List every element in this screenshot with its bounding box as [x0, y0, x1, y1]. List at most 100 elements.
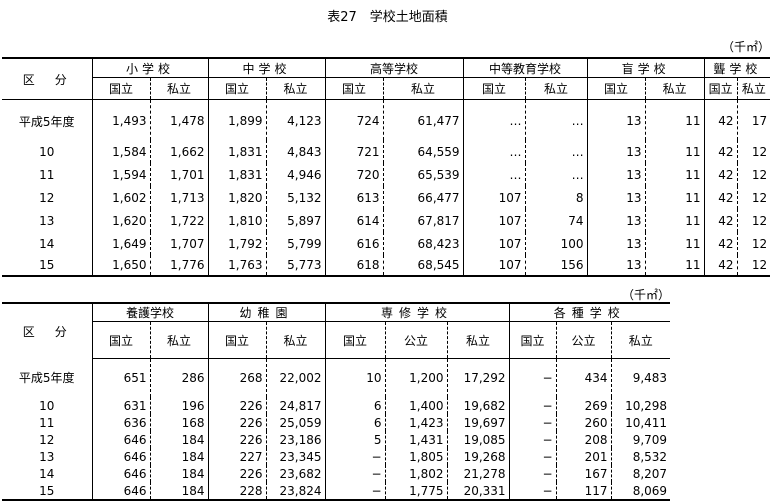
sub-header: 私立	[265, 321, 326, 359]
table-cell: 19,682	[446, 397, 510, 414]
table-cell: 1,701	[149, 163, 209, 186]
table-row: 15 646 184 228 23,824−1,775 20,331−117 8,069	[2, 482, 671, 500]
sub-header: 国立	[586, 77, 646, 100]
sub-header: 国立	[324, 77, 384, 100]
sub-header: 私立	[610, 321, 671, 359]
table-cell: 9,709	[610, 431, 671, 448]
table-cell: 226	[207, 414, 267, 431]
table-cell: 13	[586, 232, 646, 255]
table-cell: 17,292	[446, 358, 510, 397]
table-cell: 66,477	[382, 186, 464, 209]
table-row: 12 646 184 226 23,186 5 1,431 19,085−208 9,709	[2, 431, 671, 448]
table-cell: 25,059	[265, 414, 326, 431]
table-cell: 208	[555, 431, 612, 448]
sub-header: 国立	[91, 321, 150, 359]
table-cell: 1,792	[207, 232, 267, 255]
table-cell: 651	[91, 358, 150, 397]
table-cell: 8,207	[610, 465, 671, 482]
table-cell: 23,824	[265, 482, 326, 500]
table-cell: 1,831	[207, 140, 267, 163]
table-cell: 42	[703, 163, 738, 186]
table-cell: 1,431	[384, 431, 448, 448]
group-header: 中学校	[207, 58, 326, 78]
table-cell: 8,069	[610, 482, 671, 500]
table-cell: 68,545	[382, 255, 464, 276]
division-header: 区 分	[2, 58, 92, 100]
table-cell: 5,132	[265, 186, 326, 209]
table-cell: 1,649	[91, 232, 150, 255]
table-row: 15 1,650 1,776 1,763 5,773 618 68,545 107 156 13 1…	[2, 255, 771, 276]
table-cell: 8	[524, 186, 588, 209]
sub-header: 国立	[207, 321, 267, 359]
table-row: 平成5年度 1,493 1,478 1,899 4,123 724 61,477…… 13 11…	[2, 99, 771, 140]
table-cell: 1,584	[91, 140, 150, 163]
table-cell: 13	[586, 186, 646, 209]
group-header: 各種学校	[508, 303, 671, 322]
table-cell: 22,002	[265, 358, 326, 397]
table-cell: 64,559	[382, 140, 464, 163]
table-cell: 13	[586, 209, 646, 232]
table-cell: 19,697	[446, 414, 510, 431]
table-cell: 1,899	[207, 99, 267, 140]
table-cell: 11	[644, 255, 705, 276]
table-cell: 434	[555, 358, 612, 397]
table-cell: −	[508, 465, 557, 482]
table-cell: 19,268	[446, 448, 510, 465]
group-header: 盲学校	[586, 58, 705, 78]
table-cell: 12	[736, 209, 771, 232]
table-cell: 646	[91, 482, 150, 500]
table-cell: 227	[207, 448, 267, 465]
unit-label-table-1: （千㎡）	[722, 40, 771, 54]
table-cell: 1,805	[384, 448, 448, 465]
sub-header: 国立	[91, 77, 150, 100]
table-cell: −	[508, 431, 557, 448]
table-cell: 11	[644, 99, 705, 140]
table-cell: 4,946	[265, 163, 326, 186]
table-cell: 13	[586, 140, 646, 163]
table-row: 11 636 168 226 25,059 6 1,423 19,697−260 10,411	[2, 414, 671, 431]
table-cell: …	[462, 99, 526, 140]
row-label: 15	[39, 258, 55, 272]
table-cell: 184	[149, 448, 209, 465]
table-cell: 1,802	[384, 465, 448, 482]
table-cell: 42	[703, 140, 738, 163]
table-row: 平成5年度 651 286 268 22,002 10 1,200 17,292−434 9,4…	[2, 358, 671, 397]
row-label: 11	[39, 167, 55, 182]
group-header: 専修学校	[324, 303, 510, 322]
table-cell: 67,817	[382, 209, 464, 232]
table-cell: 1,400	[384, 397, 448, 414]
table-cell: 1,810	[207, 209, 267, 232]
table-cell: 1,776	[149, 255, 209, 276]
table-cell: 42	[703, 209, 738, 232]
table-cell: 201	[555, 448, 612, 465]
table-cell: 1,493	[91, 99, 150, 140]
table-cell: 646	[91, 448, 150, 465]
sub-header: 国立	[508, 321, 557, 359]
table-cell: 1,763	[207, 255, 267, 276]
sub-header: 国立	[703, 77, 738, 100]
table-cell: 8,532	[610, 448, 671, 465]
table-cell: 1,662	[149, 140, 209, 163]
table-cell: 184	[149, 431, 209, 448]
table-cell: 10	[324, 358, 386, 397]
table-cell: 100	[524, 232, 588, 255]
table-cell: 1,707	[149, 232, 209, 255]
table-cell: 117	[555, 482, 612, 500]
table-cell: 618	[324, 255, 384, 276]
sub-header: 私立	[382, 77, 464, 100]
row-label: 12	[39, 432, 55, 447]
table-cell: 260	[555, 414, 612, 431]
table-cell: 1,594	[91, 163, 150, 186]
group-header: 聾学校	[703, 58, 771, 78]
table-cell: 12	[736, 140, 771, 163]
table-cell: 4,123	[265, 99, 326, 140]
table-cell: 1,620	[91, 209, 150, 232]
table-cell: 156	[524, 255, 588, 276]
table-cell: 1,602	[91, 186, 150, 209]
row-label: 13	[39, 449, 55, 464]
unit-label-table-2: （千㎡）	[622, 288, 671, 302]
table-cell: 9,483	[610, 358, 671, 397]
sub-header: 私立	[524, 77, 588, 100]
table-cell: 20,331	[446, 482, 510, 500]
table-cell: 1,820	[207, 186, 267, 209]
